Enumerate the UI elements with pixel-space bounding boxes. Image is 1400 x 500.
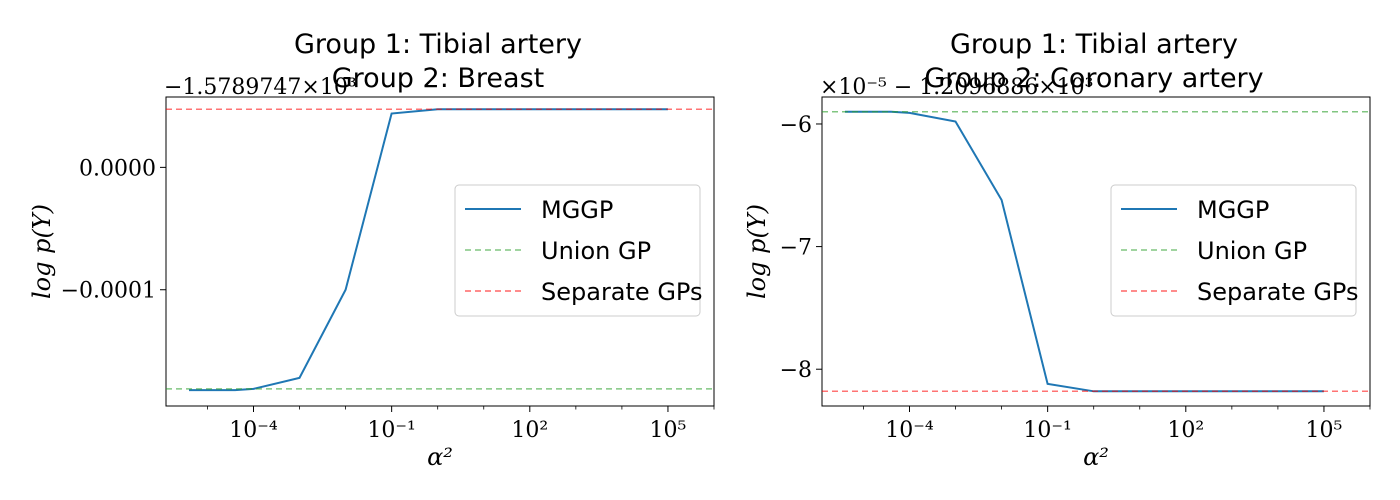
x-tick-label: 10⁻¹ (367, 418, 415, 443)
y-tick-label: −6 (780, 113, 812, 138)
legend-frame (454, 184, 701, 317)
plot-area (166, 108, 714, 392)
x-tick-label: 10² (511, 418, 548, 443)
y-tick-label: −7 (780, 236, 812, 261)
x-tick-label: 10⁵ (650, 418, 687, 443)
x-axis-label: α² (1083, 443, 1109, 471)
legend-entry-separate-gps: Separate GPs (1197, 278, 1358, 306)
y-axis-label: log p(Y) (28, 204, 56, 299)
y-tick-label: −0.0001 (61, 279, 156, 304)
legend: MGGP Union GP Separate GPs (454, 184, 702, 317)
x-tick-label: 10⁻⁴ (229, 418, 278, 443)
chart-title-line-1: Group 1: Tibial artery (950, 29, 1238, 60)
legend-entry-mggp: MGGP (1197, 196, 1269, 224)
y-axis-offset-text: ×10⁻⁵ − 1.2096886×10³ (820, 75, 1094, 100)
chart-title-line-2: Group 2: Breast (332, 63, 544, 94)
axes-frame (821, 96, 1371, 407)
legend-frame (1110, 184, 1357, 317)
x-tick-label: 10² (1167, 418, 1204, 443)
legend: MGGP Union GP Separate GPs (1110, 184, 1358, 317)
legend-entry-union-gp: Union GP (541, 237, 651, 265)
y-axis-offset-text: −1.5789747×10³ (164, 75, 357, 100)
legend-entry-mggp: MGGP (541, 196, 613, 224)
x-axis-label: α² (427, 443, 453, 471)
plot-area (822, 110, 1370, 393)
x-tick-label: 10⁻¹ (1023, 418, 1071, 443)
axes-frame (165, 96, 715, 407)
x-tick-label: 10⁵ (1306, 418, 1343, 443)
series-mggp-line (845, 110, 1324, 393)
legend-entry-union-gp: Union GP (1197, 237, 1307, 265)
chart-title-line-1: Group 1: Tibial artery (294, 29, 582, 60)
y-axis-label: log p(Y) (743, 204, 771, 299)
y-tick-label: 0.0000 (79, 156, 156, 181)
legend-entry-separate-gps: Separate GPs (541, 278, 702, 306)
x-tick-label: 10⁻⁴ (885, 418, 934, 443)
chart-title-line-2: Group 2: Coronary artery (924, 63, 1263, 94)
y-tick-label: −8 (780, 358, 812, 383)
